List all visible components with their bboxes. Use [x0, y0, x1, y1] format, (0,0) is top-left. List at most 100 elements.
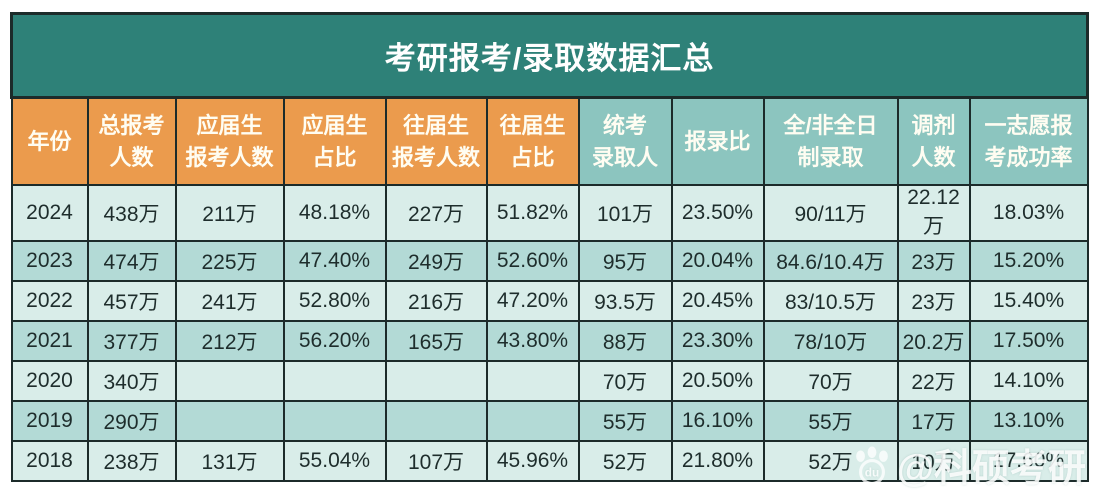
- year-cell: 2019: [10, 400, 89, 442]
- data-cell: 18.03%: [968, 184, 1089, 242]
- data-cell: 340万: [86, 360, 177, 402]
- data-cell: 10万: [896, 440, 971, 482]
- data-cell: [282, 360, 387, 402]
- data-cell: 52万: [577, 440, 673, 482]
- data-cell: 48.18%: [282, 184, 387, 242]
- data-cell: 22万: [896, 360, 971, 402]
- data-cell: 131万: [174, 440, 285, 482]
- table-row: 2020 340万 70万 20.50% 70万 22万 14.10%: [10, 360, 1089, 402]
- col-previous-applicants: 往届生 报考人数: [384, 96, 488, 186]
- col-admission-ratio: 报录比: [670, 96, 765, 186]
- table-row: 2019 290万 55万 16.10% 55万 17万 13.10%: [10, 400, 1089, 442]
- year-cell: 2021: [10, 320, 89, 362]
- data-cell: 21.80%: [670, 440, 765, 482]
- data-cell: 47.40%: [282, 240, 387, 282]
- data-cell: 227万: [384, 184, 488, 242]
- col-total-applicants: 总报考 人数: [86, 96, 177, 186]
- col-unified-admitted: 统考 录取人: [577, 96, 673, 186]
- data-cell: [485, 400, 580, 442]
- data-cell: 83/10.5万: [762, 280, 899, 322]
- data-cell: 165万: [384, 320, 488, 362]
- table-row: 2018 238万 131万 55.04% 107万 45.96% 52万 21…: [10, 440, 1089, 482]
- data-cell: 238万: [86, 440, 177, 482]
- data-cell: 20.50%: [670, 360, 765, 402]
- table-row: 2021 377万 212万 56.20% 165万 43.80% 88万 23…: [10, 320, 1089, 362]
- data-cell: 20.45%: [670, 280, 765, 322]
- data-cell: 20.2万: [896, 320, 971, 362]
- data-cell: 14.10%: [968, 360, 1089, 402]
- data-cell: 23万: [896, 280, 971, 322]
- data-cell: 78/10万: [762, 320, 899, 362]
- data-cell: 225万: [174, 240, 285, 282]
- data-cell: [384, 400, 488, 442]
- header-row: 年份 总报考 人数 应届生 报考人数 应届生 占比 往届生 报考人数 往届生 占…: [10, 96, 1089, 186]
- col-transfer-count: 调剂 人数: [896, 96, 971, 186]
- data-table: 考研报考/录取数据汇总 年份 总报考 人数 应届生 报考人数 应届生 占比 往届…: [9, 12, 1090, 482]
- data-cell: 216万: [384, 280, 488, 322]
- col-full-parttime-admitted: 全/非全日 制录取: [762, 96, 899, 186]
- data-cell: 17万: [896, 400, 971, 442]
- col-previous-ratio: 往届生 占比: [485, 96, 580, 186]
- data-cell: [174, 360, 285, 402]
- data-cell: 377万: [86, 320, 177, 362]
- year-cell: 2020: [10, 360, 89, 402]
- data-cell: 45.96%: [485, 440, 580, 482]
- data-cell: 17.50%: [968, 320, 1089, 362]
- data-cell: 23万: [896, 240, 971, 282]
- data-cell: 22.12万: [896, 184, 971, 242]
- data-cell: [384, 360, 488, 402]
- data-cell: 56.20%: [282, 320, 387, 362]
- year-cell: 2018: [10, 440, 89, 482]
- data-cell: 17.60%: [968, 440, 1089, 482]
- data-cell: 15.40%: [968, 280, 1089, 322]
- data-cell: [174, 400, 285, 442]
- data-cell: 474万: [86, 240, 177, 282]
- data-cell: [282, 400, 387, 442]
- data-cell: 290万: [86, 400, 177, 442]
- data-cell: 47.20%: [485, 280, 580, 322]
- col-fresh-applicants: 应届生 报考人数: [174, 96, 285, 186]
- data-cell: 55万: [762, 400, 899, 442]
- data-cell: 13.10%: [968, 400, 1089, 442]
- data-cell: 55万: [577, 400, 673, 442]
- data-cell: 70万: [577, 360, 673, 402]
- data-cell: 457万: [86, 280, 177, 322]
- data-cell: 52.60%: [485, 240, 580, 282]
- data-cell: 88万: [577, 320, 673, 362]
- data-cell: 20.04%: [670, 240, 765, 282]
- data-cell: 43.80%: [485, 320, 580, 362]
- data-cell: 52.80%: [282, 280, 387, 322]
- data-cell: 23.50%: [670, 184, 765, 242]
- col-year: 年份: [10, 96, 89, 186]
- data-cell: 52万: [762, 440, 899, 482]
- data-cell: [485, 360, 580, 402]
- data-cell: 84.6/10.4万: [762, 240, 899, 282]
- data-cell: 70万: [762, 360, 899, 402]
- data-cell: 211万: [174, 184, 285, 242]
- data-cell: 107万: [384, 440, 488, 482]
- data-cell: 95万: [577, 240, 673, 282]
- col-fresh-ratio: 应届生 占比: [282, 96, 387, 186]
- year-cell: 2024: [10, 184, 89, 242]
- data-cell: 90/11万: [762, 184, 899, 242]
- data-cell: 241万: [174, 280, 285, 322]
- year-cell: 2022: [10, 280, 89, 322]
- table-title: 考研报考/录取数据汇总: [9, 12, 1090, 99]
- data-cell: 23.30%: [670, 320, 765, 362]
- data-cell: 15.20%: [968, 240, 1089, 282]
- data-cell: 438万: [86, 184, 177, 242]
- data-cell: 212万: [174, 320, 285, 362]
- data-cell: 51.82%: [485, 184, 580, 242]
- data-cell: 93.5万: [577, 280, 673, 322]
- data-cell: 55.04%: [282, 440, 387, 482]
- data-cell: 249万: [384, 240, 488, 282]
- table-row: 2023 474万 225万 47.40% 249万 52.60% 95万 20…: [10, 240, 1089, 282]
- col-first-choice-success: 一志愿报 考成功率: [968, 96, 1089, 186]
- table-row: 2024 438万 211万 48.18% 227万 51.82% 101万 2…: [10, 184, 1089, 242]
- data-cell: 101万: [577, 184, 673, 242]
- title-row: 考研报考/录取数据汇总: [9, 12, 1090, 99]
- year-cell: 2023: [10, 240, 89, 282]
- data-cell: 16.10%: [670, 400, 765, 442]
- table-row: 2022 457万 241万 52.80% 216万 47.20% 93.5万 …: [10, 280, 1089, 322]
